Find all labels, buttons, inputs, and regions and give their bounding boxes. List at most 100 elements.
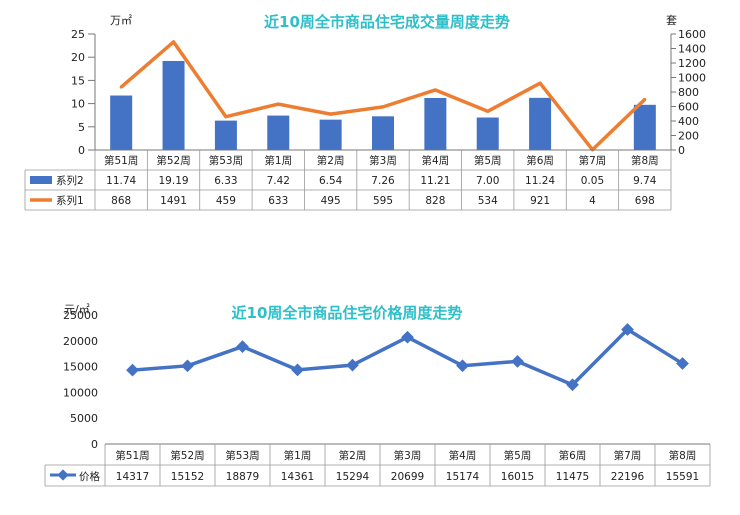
category-label: 第7周: [579, 154, 607, 167]
data-label: 868: [111, 195, 131, 207]
data-label: 0.05: [581, 175, 604, 187]
right-tick-label: 0: [678, 144, 685, 157]
category-label: 第1周: [264, 154, 292, 167]
data-label: 15294: [336, 471, 370, 483]
data-label: 595: [373, 195, 393, 207]
data-label: 11.24: [525, 175, 555, 187]
category-label: 第6周: [526, 154, 554, 167]
bar: [424, 97, 447, 150]
line-point: [456, 359, 469, 373]
category-label: 第52周: [170, 449, 204, 462]
category-label: 第5周: [474, 154, 502, 167]
chart-title: 近10周全市商品住宅成交量周度走势: [264, 13, 510, 31]
line-point: [181, 359, 194, 373]
data-label: 7.42: [267, 175, 290, 187]
right-tick-label: 1200: [678, 57, 706, 70]
category-label: 第51周: [104, 154, 138, 167]
data-label: 18879: [226, 471, 259, 483]
line-point: [538, 81, 542, 85]
bar: [214, 120, 237, 150]
line-point: [291, 363, 304, 377]
data-label: 633: [268, 195, 288, 207]
bar: [372, 116, 394, 150]
category-label: 第3周: [369, 154, 397, 167]
bar: [476, 117, 499, 150]
line-point: [486, 109, 490, 113]
left-axis-unit: 元/㎡: [64, 303, 90, 316]
bar: [529, 97, 552, 150]
left-tick-label: 5: [78, 121, 85, 134]
right-axis-unit: 套: [666, 14, 677, 27]
data-label: 15152: [171, 471, 204, 483]
data-label: 15591: [666, 471, 699, 483]
legend-label: 系列1: [56, 194, 84, 207]
line-point: [401, 330, 414, 344]
right-tick-label: 1400: [678, 43, 706, 56]
data-label: 921: [530, 195, 550, 207]
left-axis-unit: 万㎡: [110, 14, 132, 27]
category-label: 第7周: [614, 449, 642, 462]
left-tick-label: 10000: [63, 386, 98, 399]
category-label: 第8周: [631, 154, 659, 167]
category-label: 第51周: [115, 449, 149, 462]
legend-key-marker: [57, 469, 69, 481]
data-label: 7.26: [371, 175, 395, 187]
left-tick-label: 10: [71, 98, 85, 111]
line-point: [643, 97, 647, 101]
data-label: 828: [425, 195, 445, 207]
data-label: 11.74: [106, 175, 136, 187]
bar: [267, 115, 290, 150]
line-point: [236, 340, 249, 353]
line-point: [329, 112, 333, 116]
data-label: 19.19: [159, 175, 189, 187]
bar: [319, 119, 342, 150]
bar: [633, 104, 656, 150]
category-label: 第53周: [225, 449, 259, 462]
category-label: 第53周: [209, 154, 243, 167]
line-point: [511, 354, 524, 368]
category-label: 第2周: [317, 154, 345, 167]
left-tick-label: 25: [71, 28, 85, 41]
data-label: 6.33: [214, 175, 237, 187]
category-label: 第6周: [559, 449, 587, 462]
data-label: 4: [589, 195, 596, 207]
line-point: [126, 363, 139, 377]
category-label: 第2周: [339, 449, 367, 462]
data-label: 16015: [501, 471, 534, 483]
legend-label: 价格: [79, 470, 100, 483]
data-label: 20699: [391, 471, 424, 483]
category-label: 第4周: [422, 154, 450, 167]
data-label: 7.00: [476, 175, 499, 187]
line-point: [276, 102, 280, 106]
data-label: 495: [321, 195, 341, 207]
bar: [110, 95, 133, 150]
right-tick-label: 400: [678, 115, 699, 128]
data-label: 11475: [556, 471, 589, 483]
right-tick-label: 200: [678, 130, 699, 143]
left-tick-label: 0: [91, 438, 98, 451]
right-tick-label: 600: [678, 101, 699, 114]
chart-title: 近10周全市商品住宅价格周度走势: [232, 304, 463, 322]
data-label: 11.21: [420, 175, 450, 187]
line-point: [119, 85, 123, 89]
legend-key-bar: [30, 176, 52, 184]
data-label: 6.54: [319, 175, 343, 187]
right-tick-label: 800: [678, 86, 699, 99]
left-tick-label: 0: [78, 144, 85, 157]
left-tick-label: 15000: [63, 361, 98, 374]
data-label: 9.74: [633, 175, 657, 187]
category-label: 第52周: [156, 154, 190, 167]
data-label: 459: [216, 195, 236, 207]
data-label: 14317: [116, 471, 149, 483]
data-label: 698: [635, 195, 655, 207]
left-tick-label: 20000: [63, 335, 98, 348]
line-point: [381, 105, 385, 109]
left-tick-label: 5000: [70, 412, 98, 425]
legend-label: 系列2: [56, 174, 84, 187]
data-label: 1491: [160, 195, 187, 207]
line-point: [172, 40, 176, 44]
category-label: 第1周: [284, 449, 312, 462]
category-label: 第5周: [504, 449, 532, 462]
